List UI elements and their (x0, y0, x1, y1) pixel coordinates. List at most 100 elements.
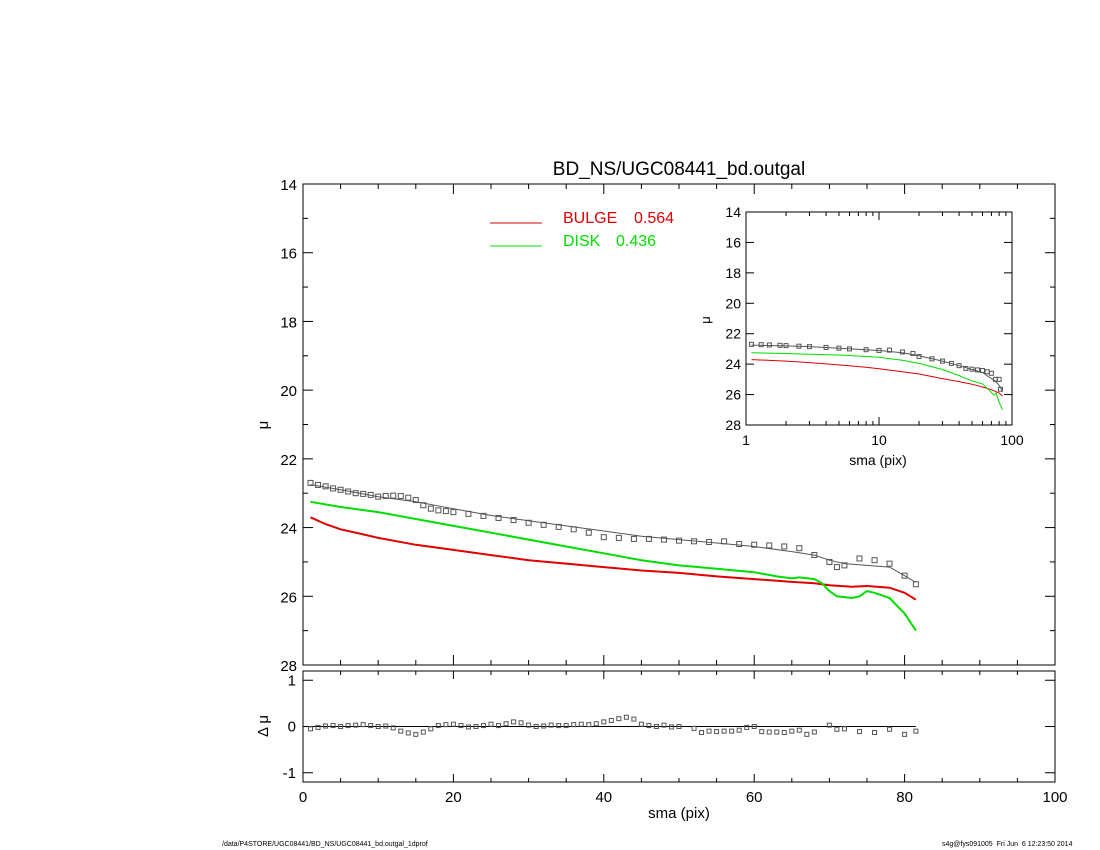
inset-y-axis-label: μ (698, 316, 713, 324)
residual-data-point (653, 724, 659, 729)
residual-data-point (736, 727, 742, 733)
residual-data-point (706, 728, 712, 734)
residual-data-point (586, 722, 592, 728)
residual-data-point (368, 723, 374, 729)
residual-data-point (766, 729, 772, 735)
inset-data-point (910, 350, 916, 356)
residual-data-point (360, 722, 366, 728)
main-y-tick-label: 18 (280, 314, 297, 331)
main-data-point (390, 492, 397, 499)
main-disk-line (310, 500, 917, 632)
residual-data-point (450, 721, 456, 727)
residual-data-point (668, 724, 674, 730)
legend-disk-label: DISK (563, 233, 601, 250)
main-model-line (310, 484, 917, 583)
residual-data-point (608, 717, 614, 723)
inset-data-point (974, 367, 980, 373)
main-data-point (480, 512, 487, 519)
inset-data-point (887, 347, 893, 353)
main-data-point (585, 529, 592, 536)
main-data-point (382, 492, 389, 499)
residual-data-point (548, 722, 554, 728)
residual-data-point (699, 730, 705, 736)
residual-data-point (841, 726, 847, 732)
residual-data-point (796, 727, 802, 733)
residual-data-point (556, 723, 562, 729)
main-y-tick-label: 14 (280, 177, 297, 194)
main-data-point (796, 545, 803, 552)
inset-y-tick-label: 20 (725, 295, 741, 311)
residual-data-point (323, 723, 329, 729)
residual-data-point (661, 722, 667, 728)
residual-data-point (353, 722, 359, 728)
residual-data-point (729, 728, 735, 734)
residual-data-point (458, 723, 464, 729)
inset-data-point (956, 363, 962, 369)
inset-disk-line (751, 352, 1004, 411)
main-data-point (912, 581, 919, 588)
main-data-point (901, 572, 908, 579)
chart-title: BD_NS/UGC08441_bd.outgal (553, 159, 805, 180)
inset-bulge-line (751, 359, 1003, 397)
residual-data-point (518, 720, 524, 726)
main-data-point (833, 564, 840, 571)
main-data-point (781, 543, 788, 550)
residual-data-point (631, 716, 637, 722)
main-data-point (630, 535, 637, 542)
residual-data-point (834, 726, 840, 732)
residual-data-point (902, 731, 908, 737)
residual-data-point (804, 731, 810, 737)
inset-y-tick-label: 22 (725, 326, 741, 342)
residual-data-point (330, 723, 336, 729)
residual-data-point (465, 724, 471, 730)
residual-data-point (646, 723, 652, 729)
residual-data-point (744, 724, 750, 730)
residual-data-point (398, 728, 404, 734)
legend-bulge-value: 0.564 (634, 210, 674, 227)
inset-y-tick-label: 28 (725, 417, 741, 433)
main-data-point (307, 479, 314, 486)
residual-data-point (338, 724, 344, 729)
inset-plot-frame (745, 211, 1013, 426)
main-y-tick-label: 24 (280, 521, 297, 538)
main-data-point (736, 541, 743, 548)
inset-y-tick-label: 14 (725, 204, 741, 220)
residual-panel: 0 20 40 60 80 100-101 sma (pix) Δ μ (255, 670, 1068, 822)
main-y-tick-label: 22 (280, 452, 297, 469)
residual-data-point (751, 724, 757, 729)
residual-x-tick-label: 60 (746, 789, 763, 806)
legend: BULGE 0.564 DISK 0.436 (490, 210, 674, 250)
residual-data-point (383, 723, 389, 729)
main-data-point (676, 537, 682, 544)
main-y-axis-label: μ (255, 421, 272, 430)
residual-data-point (503, 721, 509, 727)
main-data-point (435, 507, 442, 514)
legend-disk-value: 0.436 (616, 233, 656, 250)
residual-data-point (563, 723, 569, 729)
residual-x-tick-label: 40 (595, 789, 612, 806)
main-data-point (600, 534, 607, 541)
residual-data-point (781, 730, 787, 736)
residual-x-axis-label: sma (pix) (648, 805, 710, 822)
residual-x-tick-label: 100 (1042, 789, 1067, 806)
inset-x-tick-label: 10 (871, 432, 887, 448)
inset-x-tick-label: 1 (742, 432, 750, 448)
residual-data-point (480, 723, 486, 729)
main-panel: 14 16 18 20 22 24 26 28 μ (255, 177, 1056, 675)
main-data-point (841, 562, 848, 569)
residual-data-point (345, 723, 351, 729)
inset-y-tick-label: 24 (725, 356, 741, 372)
main-bulge-line (310, 516, 917, 601)
residual-x-tick-label: 0 (299, 789, 307, 806)
residual-data-point (774, 729, 780, 735)
main-y-tick-label: 26 (280, 589, 297, 606)
residual-data-point (375, 724, 381, 729)
inset-data-point (996, 376, 1002, 382)
main-data-point (660, 536, 667, 543)
residual-data-point (435, 723, 441, 729)
main-data-point (826, 558, 833, 565)
residual-data-point (496, 723, 502, 729)
residual-data-point (405, 730, 411, 736)
residual-y-axis-label: Δ μ (255, 715, 272, 737)
